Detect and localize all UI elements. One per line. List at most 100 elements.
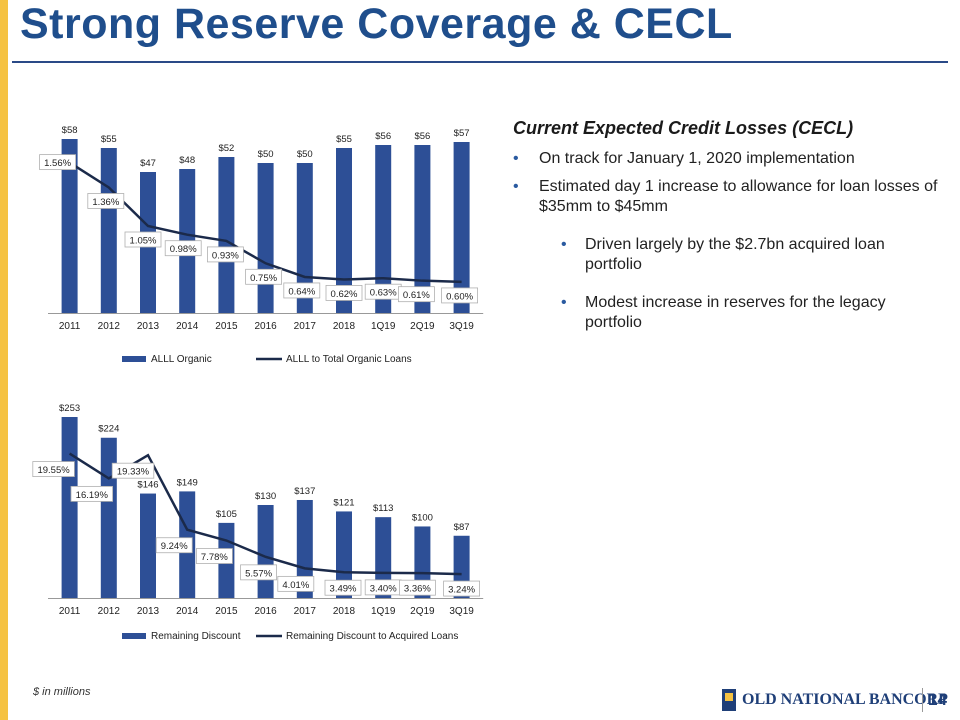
line-label-box [324, 579, 362, 596]
company-logo: OLD NATIONAL BANCORP [722, 689, 948, 711]
bar-value-label: $57 [454, 128, 470, 139]
bar [100, 148, 117, 313]
line-value-label: 16.19% [76, 490, 109, 501]
x-tick-label: 2014 [176, 321, 199, 332]
x-tick-label: 2015 [215, 606, 238, 617]
line-value-label: 9.24% [161, 541, 188, 552]
line-label-box [206, 246, 244, 263]
x-tick-label: 3Q19 [449, 606, 474, 617]
bar-value-label: $50 [258, 149, 274, 160]
line-value-label: 0.62% [331, 289, 358, 300]
bar-value-label: $253 [59, 403, 80, 414]
line-label-box [441, 287, 479, 304]
line-label-box [195, 548, 233, 564]
bar [336, 511, 352, 598]
line-label-box [111, 462, 155, 479]
line-value-label: 1.05% [130, 236, 157, 247]
legend-bar-label: ALLL Organic [151, 354, 212, 365]
bullet-icon: • [513, 178, 519, 195]
bar-value-label: $100 [412, 512, 433, 523]
x-tick-label: 2Q19 [410, 606, 435, 617]
x-tick-label: 2011 [59, 321, 81, 332]
bar-value-label: $146 [137, 480, 158, 491]
line-value-label: 19.55% [37, 465, 70, 476]
line-label-box [70, 485, 113, 502]
bar-value-label: $113 [373, 503, 393, 514]
line-label-box [32, 461, 75, 477]
bar-value-label: $47 [140, 158, 156, 169]
x-tick-label: 2016 [254, 321, 277, 332]
x-tick-label: 2Q19 [410, 321, 435, 332]
x-tick-label: 1Q19 [371, 606, 396, 617]
line-value-label: 0.75% [250, 273, 277, 284]
line-value-label: 3.24% [448, 585, 475, 596]
line-label-box [124, 231, 162, 248]
bar [375, 145, 392, 313]
bar [453, 142, 470, 313]
cecl-sub-bullet: • Modest increase in reserves for the le… [561, 293, 943, 333]
line-value-label: 5.57% [245, 568, 272, 579]
x-tick-label: 2014 [176, 606, 199, 617]
line-label-box [325, 285, 363, 301]
logo-text: OLD NATIONAL BANCORP [742, 691, 948, 708]
x-tick-label: 3Q19 [449, 321, 474, 332]
bar [218, 157, 235, 313]
bar-value-label: $56 [375, 131, 391, 142]
bar-value-label: $56 [414, 131, 430, 142]
bar [140, 493, 156, 598]
x-tick-label: 2018 [333, 321, 356, 332]
cecl-bullet-text: Estimated day 1 increase to allowance fo… [539, 178, 938, 215]
cecl-bullet: • On track for January 1, 2020 implement… [513, 149, 943, 169]
bar [61, 417, 78, 598]
ratio-line [68, 161, 462, 284]
line-value-label: 0.98% [170, 244, 197, 255]
line-value-label: 3.36% [404, 584, 431, 595]
x-tick-label: 2017 [294, 606, 317, 617]
legend-bar-label: Remaining Discount [151, 631, 241, 642]
bar-value-label: $55 [101, 134, 117, 145]
line-label-box [277, 575, 315, 592]
logo-mark-icon [722, 689, 736, 711]
x-tick-label: 2012 [98, 606, 121, 617]
title-divider [12, 61, 948, 63]
line-label-box [283, 282, 321, 299]
line-value-label: 0.64% [288, 286, 315, 297]
footnote: $ in millions [33, 686, 91, 698]
line-value-label: 1.56% [44, 158, 71, 169]
line-value-label: 0.60% [446, 291, 473, 302]
line-value-label: 4.01% [282, 580, 309, 591]
line-label-box [245, 268, 283, 285]
bar-value-label: $121 [333, 497, 354, 508]
bar [61, 139, 78, 313]
x-tick-label: 1Q19 [371, 321, 396, 332]
cecl-sub-bullet: • Driven largely by the $2.7bn acquired … [561, 235, 943, 275]
bar [257, 504, 274, 598]
page-number-divider [922, 688, 923, 712]
bullet-icon: • [561, 236, 567, 253]
bar-value-label: $52 [218, 143, 234, 154]
cecl-bullet-text: On track for January 1, 2020 implementat… [539, 150, 855, 167]
line-label-box [155, 537, 193, 554]
line-label-box [398, 579, 436, 596]
bar-value-label: $58 [62, 125, 78, 136]
remaining-discount-chart: $253 $224 $146 $149 $105 $130 $137 $121 $113 $100… [32, 403, 484, 642]
x-tick-label: 2017 [294, 321, 317, 332]
page-title: Strong Reserve Coverage & CECL [20, 0, 733, 48]
bar [296, 499, 313, 598]
bullet-icon: • [561, 294, 567, 311]
line-label-box [397, 286, 435, 303]
x-tick-label: 2012 [98, 321, 121, 332]
cecl-sub-bullet-text: Modest increase in reserves for the lega… [585, 294, 886, 331]
bar-value-label: $224 [98, 424, 119, 435]
bar [336, 148, 352, 313]
bar-value-label: $137 [294, 486, 315, 497]
bullet-icon: • [513, 150, 519, 167]
line-value-label: 0.93% [212, 250, 239, 261]
bar-value-label: $105 [216, 509, 237, 520]
line-label-box [39, 154, 77, 171]
bar-value-label: $130 [255, 491, 276, 502]
line-value-label: 1.36% [92, 197, 119, 208]
bar-value-label: $55 [336, 134, 352, 145]
x-tick-label: 2013 [137, 321, 160, 332]
line-value-label: 7.78% [201, 552, 228, 563]
